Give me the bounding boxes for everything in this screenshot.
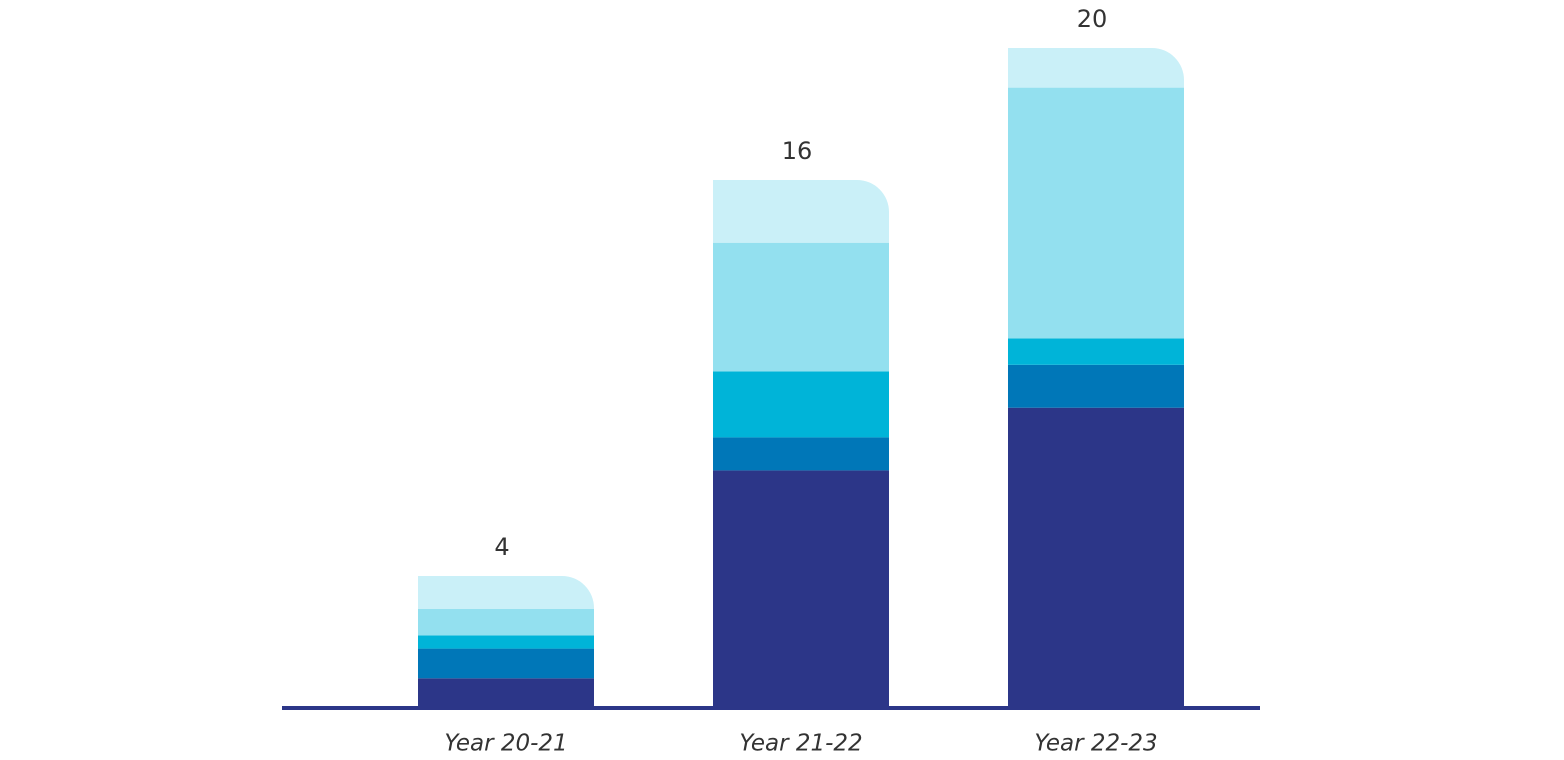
bar-segment — [713, 180, 889, 243]
bar-segment — [713, 470, 889, 708]
bar-segment — [418, 648, 594, 679]
bar-segment — [418, 678, 594, 708]
total-label: 20 — [1077, 5, 1108, 33]
total-label: 16 — [782, 137, 813, 165]
bar-segment — [1008, 364, 1184, 408]
bar-segment — [418, 609, 594, 636]
bar-segment — [713, 242, 889, 372]
bar-segment — [418, 635, 594, 649]
bar-segment — [1008, 48, 1184, 88]
bar-segment — [1008, 87, 1184, 339]
bar-segment — [713, 371, 889, 438]
total-label: 4 — [494, 533, 509, 561]
bar-segment — [713, 437, 889, 471]
bar-segment — [1008, 407, 1184, 708]
x-tick-label: Year 21-22 — [739, 731, 862, 757]
bar-segment — [1008, 338, 1184, 365]
x-tick-label: Year 22-23 — [1034, 731, 1157, 757]
x-tick-label: Year 20-21 — [444, 731, 567, 757]
bar-segment — [418, 576, 594, 609]
